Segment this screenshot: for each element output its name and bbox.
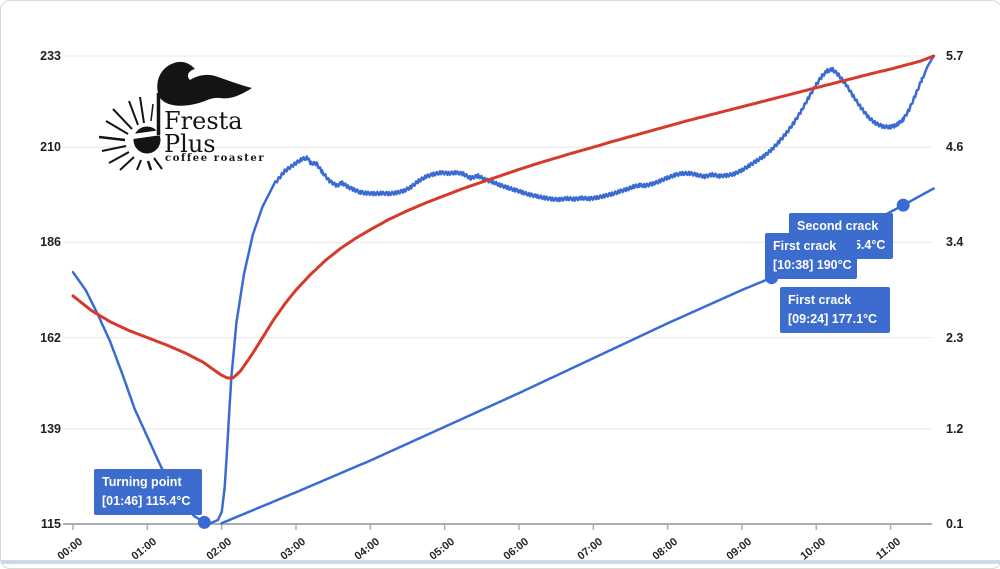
first-crack-tooltip-0924: First crack [09:24] 177.1°C bbox=[780, 287, 890, 333]
red-smooth-temp-curve bbox=[71, 54, 936, 380]
fresta-plus-logo: Fresta Plus coffee roaster bbox=[98, 61, 265, 171]
first-crack-1038-value: [10:38] 190°C bbox=[773, 258, 852, 272]
second-crack-dot bbox=[896, 198, 910, 212]
turning-point-dot bbox=[197, 515, 211, 529]
y-left-tick-label: 210 bbox=[40, 140, 61, 155]
turning-point-tooltip: Turning point [01:46] 115.4°C bbox=[94, 469, 202, 515]
y-left-tick-label: 233 bbox=[40, 49, 61, 63]
second-crack-tooltip-title: Second crack bbox=[797, 219, 879, 233]
first-crack-tooltip-1038: First crack [10:38] 190°C bbox=[765, 233, 857, 279]
y-left-tick-label: 139 bbox=[40, 421, 61, 436]
turning-point-tooltip-title: Turning point bbox=[102, 475, 182, 489]
y-right-tick-label: 0.1 bbox=[946, 517, 964, 531]
first-crack-0924-value: [09:24] 177.1°C bbox=[788, 312, 878, 326]
y-right-tick-label: 5.7 bbox=[946, 49, 964, 63]
logo-flag-flourish bbox=[157, 61, 252, 106]
logo-tagline: coffee roaster bbox=[165, 153, 265, 164]
logo-name-line1: Fresta bbox=[164, 107, 243, 135]
y-left-tick-label: 186 bbox=[40, 235, 61, 250]
blue-wiggly-temp-curve bbox=[71, 54, 935, 525]
first-crack-0924-title: First crack bbox=[788, 293, 852, 307]
logo-starburst-rays bbox=[98, 96, 163, 171]
bottom-edge-strip bbox=[1, 560, 1000, 564]
turning-point-tooltip-value: [01:46] 115.4°C bbox=[102, 494, 191, 508]
y-right-tick-label: 1.2 bbox=[946, 421, 964, 436]
y-right-tick-label: 2.3 bbox=[946, 330, 964, 345]
y-left-tick-label: 162 bbox=[40, 330, 61, 345]
y-left-tick-label: 115 bbox=[40, 517, 61, 531]
logo-coffee-bean bbox=[133, 126, 161, 154]
logo-name-line2: Plus bbox=[164, 130, 216, 158]
y-right-tick-label: 3.4 bbox=[946, 235, 964, 250]
logo-bean-slit bbox=[130, 129, 164, 140]
first-crack-1038-title: First crack bbox=[773, 239, 837, 253]
y-right-tick-label: 4.6 bbox=[946, 140, 964, 155]
